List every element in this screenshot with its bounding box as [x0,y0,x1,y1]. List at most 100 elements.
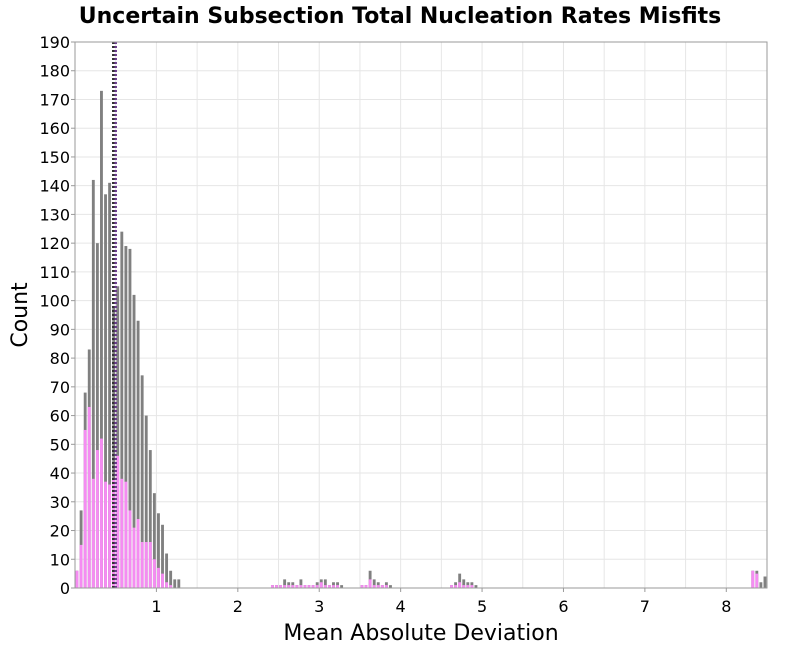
x-tick-label: 1 [151,597,161,616]
y-axis-label: Count [8,282,33,348]
total-bar [108,182,112,588]
subset-bar [87,406,91,588]
total-bar [763,576,767,588]
y-tick-label: 90 [50,320,70,339]
y-tick-label: 10 [50,550,70,569]
subset-bar [299,585,303,588]
subset-bar [91,478,95,588]
total-bar [165,553,169,588]
total-bar [323,579,327,588]
total-bar [132,294,136,588]
subset-bar [157,567,160,588]
y-tick-label: 160 [39,119,70,138]
subset-bar [323,585,327,588]
x-tick-label: 2 [233,597,243,616]
chart-title: Uncertain Subsection Total Nucleation Ra… [79,4,721,29]
total-bar [104,194,107,588]
subset-bar [332,585,335,588]
subset-bar [112,478,116,588]
y-tick-label: 130 [39,205,70,224]
subset-bar [311,585,315,588]
subset-bar [384,585,388,588]
subset-bar [450,585,453,588]
y-tick-label: 100 [39,292,70,311]
y-tick-label: 0 [60,579,70,598]
y-tick-label: 140 [39,177,70,196]
subset-bar [364,585,368,588]
grid-lines [75,41,767,589]
subset-bar [360,585,364,588]
subset-bar [470,585,474,588]
y-tick-label: 150 [39,148,70,167]
subset-bar [454,585,458,588]
total-bar [177,579,181,588]
total-bar [91,179,95,589]
total-bar [152,493,156,588]
y-axis-ticks: 0 10 20 30 40 50 60 70 80 90 100 110 120 130 140 150 160… [39,33,75,598]
subset-bar [136,519,140,588]
total-bar [136,320,140,588]
x-tick-label: 5 [477,597,487,616]
subset-bar [462,585,466,588]
total-bar [759,582,763,588]
total-bar [169,570,173,588]
subset-bar [124,481,128,588]
subset-bar [275,585,278,588]
total-bar [128,248,132,588]
total-bar [372,579,376,588]
total-bar [144,415,148,588]
total-bar [157,513,160,588]
subset-bar [303,585,307,588]
subset-bar [95,450,99,588]
total-bar [161,524,164,588]
total-bar [299,579,303,588]
subset-bar [79,544,83,588]
subset-bar [100,438,103,588]
total-bar [368,570,372,588]
y-tick-label: 60 [50,407,70,426]
subset-count-bars [75,406,759,588]
plot-frame [74,41,768,589]
subset-bar [169,585,173,588]
x-axis-label: Mean Absolute Deviation [283,621,558,646]
y-tick-label: 50 [50,435,70,454]
subset-bar [152,559,156,588]
total-bar [100,90,103,588]
subset-bar [148,542,152,588]
subset-bar [165,582,169,588]
y-tick-label: 80 [50,349,70,368]
subset-bar [287,585,291,588]
subset-bar [104,481,107,588]
subset-bar [144,542,148,588]
total-bar [140,375,144,588]
subset-bar [108,484,112,588]
subset-bar [279,585,282,588]
subset-bar [120,478,124,588]
subset-bar [307,585,311,588]
y-tick-label: 170 [39,90,70,109]
subset-bar [116,455,120,588]
subset-bar [128,510,132,588]
subset-bar [466,585,470,588]
x-axis-ticks: 1 2 3 4 5 6 7 8 [151,588,731,616]
total-bar [389,585,392,588]
total-bar [340,585,344,588]
subset-bar [327,585,331,588]
subset-bar [380,585,384,588]
total-count-bars [75,90,767,589]
subset-bar [368,579,372,588]
x-tick-label: 6 [558,597,568,616]
median-lines [112,42,117,588]
subset-bar [751,570,755,588]
subset-bar [283,585,287,588]
subset-bar [336,585,339,588]
total-bar [148,450,152,588]
x-tick-label: 8 [721,597,731,616]
y-tick-label: 40 [50,464,70,483]
total-bar [173,579,177,588]
subset-bar [755,573,759,588]
total-bar [474,585,478,588]
subset-bar [132,527,136,588]
subset-bar [75,570,79,588]
